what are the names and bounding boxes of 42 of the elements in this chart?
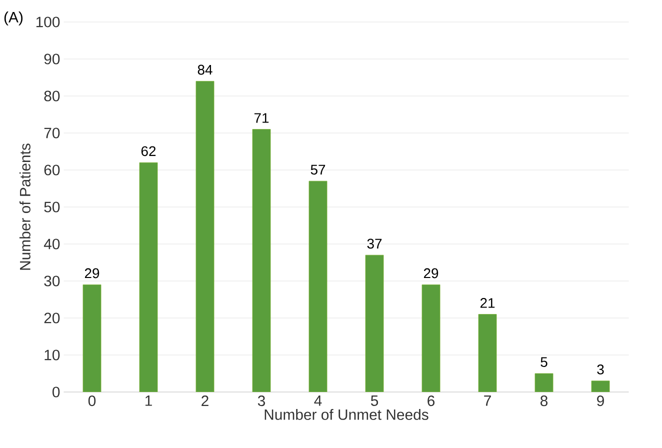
x-tick-label: 8 [540, 396, 548, 406]
y-tick-label: 60 [44, 164, 60, 176]
x-tick-label: 9 [597, 396, 604, 406]
y-tick-label: 40 [44, 238, 60, 250]
x-tick-label: 2 [202, 396, 208, 406]
x-tick-label: 1 [145, 396, 152, 406]
data-label: 84 [198, 64, 212, 75]
bar [82, 284, 102, 392]
bar [252, 129, 271, 392]
y-tick-label: 0 [52, 386, 60, 398]
y-tick-label: 90 [44, 54, 60, 64]
data-label: 29 [84, 268, 100, 278]
data-label: 5 [540, 357, 548, 367]
x-axis-title: Number of Unmet Needs [264, 408, 428, 420]
data-label: 71 [254, 113, 269, 123]
data-label: 21 [480, 298, 495, 308]
bar [478, 314, 497, 392]
x-tick-label: 4 [314, 396, 322, 406]
y-axis-title: Number of Patients [19, 144, 30, 270]
y-tick-label: 30 [44, 276, 60, 286]
bar [139, 162, 158, 392]
x-tick-label: 0 [88, 396, 96, 406]
bar [196, 80, 214, 392]
y-tick-label: 20 [44, 312, 60, 324]
x-tick-label: 7 [484, 396, 491, 406]
bar [422, 284, 440, 392]
x-tick-label: 6 [428, 396, 435, 406]
y-tick-label: 70 [44, 128, 60, 138]
y-tick-label: 10 [44, 350, 60, 360]
x-tick-label: 3 [258, 396, 266, 406]
bar [365, 254, 384, 392]
data-label: 57 [310, 164, 326, 175]
data-label: 37 [367, 238, 382, 249]
data-label: 29 [424, 268, 438, 278]
x-tick-label: 5 [370, 396, 378, 406]
bar [308, 180, 328, 392]
data-label: 62 [141, 146, 156, 156]
data-label: 3 [597, 364, 604, 374]
text: (A) [4, 12, 23, 26]
y-tick-label: 50 [44, 202, 60, 212]
y-tick-label: 80 [44, 90, 60, 102]
y-tick-label: 100 [36, 16, 60, 28]
